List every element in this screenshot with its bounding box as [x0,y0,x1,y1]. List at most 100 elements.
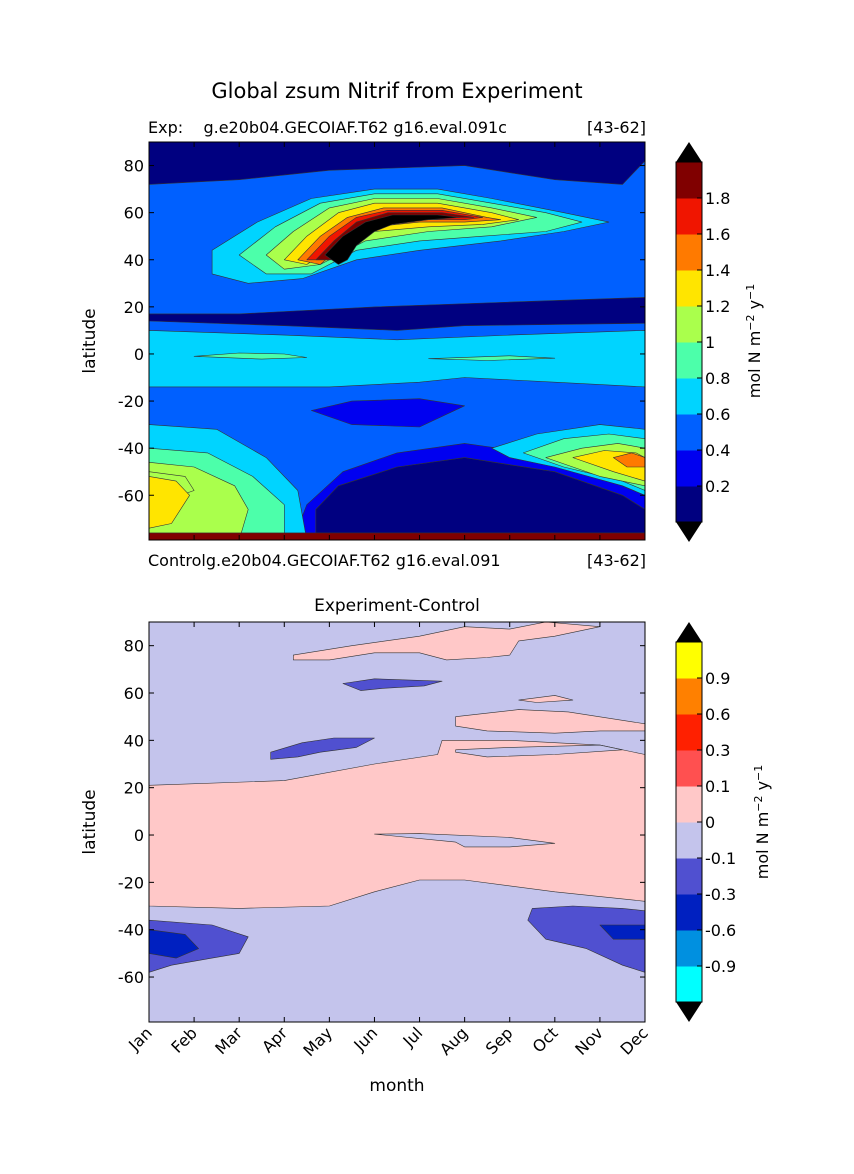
colorbar-tick-label: 0.2 [705,477,730,496]
colorbar-tick-label: 0.6 [705,705,730,724]
colorbar-tick-label: 1.8 [705,189,730,208]
experiment-panel: Exp: g.e20b04.GECOIAF.T62 g16.eval.091c … [80,118,764,570]
colorbar-swatch-3 [676,858,702,895]
contour-region-26 [324,214,461,265]
x-tick-label-aug: Aug [436,1023,472,1059]
colorbar-swatch-8 [676,198,702,235]
y-tick-label: 60 [124,204,144,223]
colorbar-tick-label: 0.9 [705,669,730,688]
colorbar-over-arrow [676,622,702,642]
colorbar-swatch-9 [676,642,702,679]
experiment-plot-frame [148,141,646,541]
colorbar-swatch-8 [676,678,702,715]
colorbar-swatch-1 [676,450,702,487]
contour-region-8 [342,678,443,691]
colorbar-over-arrow [676,142,702,162]
colorbar-tick-label: -0.3 [705,885,736,904]
colorbar-swatch-9 [676,162,702,199]
colorbar-tick-label: -0.9 [705,957,736,976]
contour-region-5 [518,695,574,703]
y-tick-label: -20 [118,392,144,411]
colorbar-swatch-2 [676,414,702,451]
colorbar-tick-label: -0.1 [705,849,736,868]
contour-region-2 [149,297,645,331]
y-tick-label: -60 [118,968,144,987]
experiment-x-axis [148,142,646,540]
figure-suptitle: Global zsum Nitrif from Experiment [211,79,582,103]
contour-region-1 [149,739,645,909]
y-tick-label: 20 [124,298,144,317]
colorbar-tick-label: 0.4 [705,441,730,460]
colorbar-swatch-6 [676,270,702,307]
colorbar-under-arrow [676,522,702,542]
colorbar-swatch-1 [676,930,702,967]
y-tick-label: -40 [118,921,144,940]
colorbar-swatch-6 [676,750,702,787]
contour-region-3 [374,833,556,848]
difference-plot-frame [148,621,646,1023]
colorbar-tick-label: 1.6 [705,225,730,244]
experiment-colorbar: 0.2 0.4 0.6 0.8 1 1.2 1.4 1.6 1.8 [675,142,730,542]
y-tick-label: -20 [118,873,144,892]
experiment-colorbar-label: mol N m−2 y−1 [744,284,764,399]
contour-region-14 [428,355,556,361]
contour-region-11 [149,929,199,959]
colorbar-tick-label: 1.4 [705,261,730,280]
x-tick-label-jul: Jul [399,1023,427,1051]
difference-contour-plot [149,622,645,1022]
colorbar-swatch-0 [676,486,702,523]
colorbar-swatch-5 [676,786,702,823]
colorbar-tick-label: -0.6 [705,921,736,940]
colorbar-under-arrow [676,1002,702,1022]
y-tick-label: 80 [124,637,144,656]
experiment-bottom-right-text: [43-62] [587,551,646,570]
colorbar-tick-label: 1.2 [705,297,730,316]
contour-region-12 [599,924,645,940]
y-tick-label: -40 [118,439,144,458]
x-axis-label: month [369,1076,424,1096]
contour-region-5 [310,398,465,428]
difference-title: Experiment-Control [314,596,480,616]
y-tick-label: 20 [124,779,144,798]
contour-region-7 [270,737,375,760]
experiment-bottom-text: Controlg.e20b04.GECOIAF.T62 g16.eval.091 [148,551,501,570]
x-tick-label-oct: Oct [529,1023,562,1056]
colorbar-swatch-4 [676,342,702,379]
y-tick-label: 60 [124,684,144,703]
experiment-right-title: [43-62] [587,118,646,137]
contour-region-13 [193,352,308,360]
colorbar-tick-label: 0 [705,813,715,832]
y-tick-label: 40 [124,251,144,270]
difference-panel: Experiment-Control 80 60 40 20 0 -20 -40 -60 Ja… [80,596,772,1096]
contour-region-27 [149,532,645,540]
experiment-y-label: latitude [80,308,100,373]
x-tick-label-may: May [299,1023,336,1060]
y-tick-label: 0 [134,345,144,364]
colorbar-swatch-5 [676,306,702,343]
difference-y-axis: 80 60 40 20 0 -20 -40 -60 [118,637,645,987]
x-tick-label-dec: Dec [616,1023,651,1058]
colorbar-tick-label: 0.3 [705,741,730,760]
contour-region-1 [149,142,645,185]
colorbar-swatch-0 [676,966,702,1003]
x-tick-label-sep: Sep [482,1023,517,1058]
difference-colorbar-label: mol N m−2 y−1 [752,765,772,880]
x-tick-label-mar: Mar [211,1023,246,1058]
x-tick-label-jan: Jan [124,1023,156,1055]
y-tick-label: 40 [124,731,144,750]
x-tick-label-apr: Apr [258,1023,291,1056]
x-tick-label-jun: Jun [349,1023,381,1055]
contour-region-23 [613,452,645,468]
colorbar-swatch-4 [676,822,702,859]
contour-region-20 [149,476,190,529]
difference-y-label: latitude [80,789,100,854]
experiment-y-axis: 80 60 40 20 0 -20 -40 -60 [118,157,645,505]
colorbar-tick-label: 1 [705,333,715,352]
contour-region-6 [149,330,645,388]
y-tick-label: -60 [118,486,144,505]
contour-region-10 [527,905,645,973]
experiment-left-title: Exp: g.e20b04.GECOIAF.T62 g16.eval.091c [148,118,507,137]
contour-region-2 [455,744,623,758]
colorbar-swatch-7 [676,714,702,751]
